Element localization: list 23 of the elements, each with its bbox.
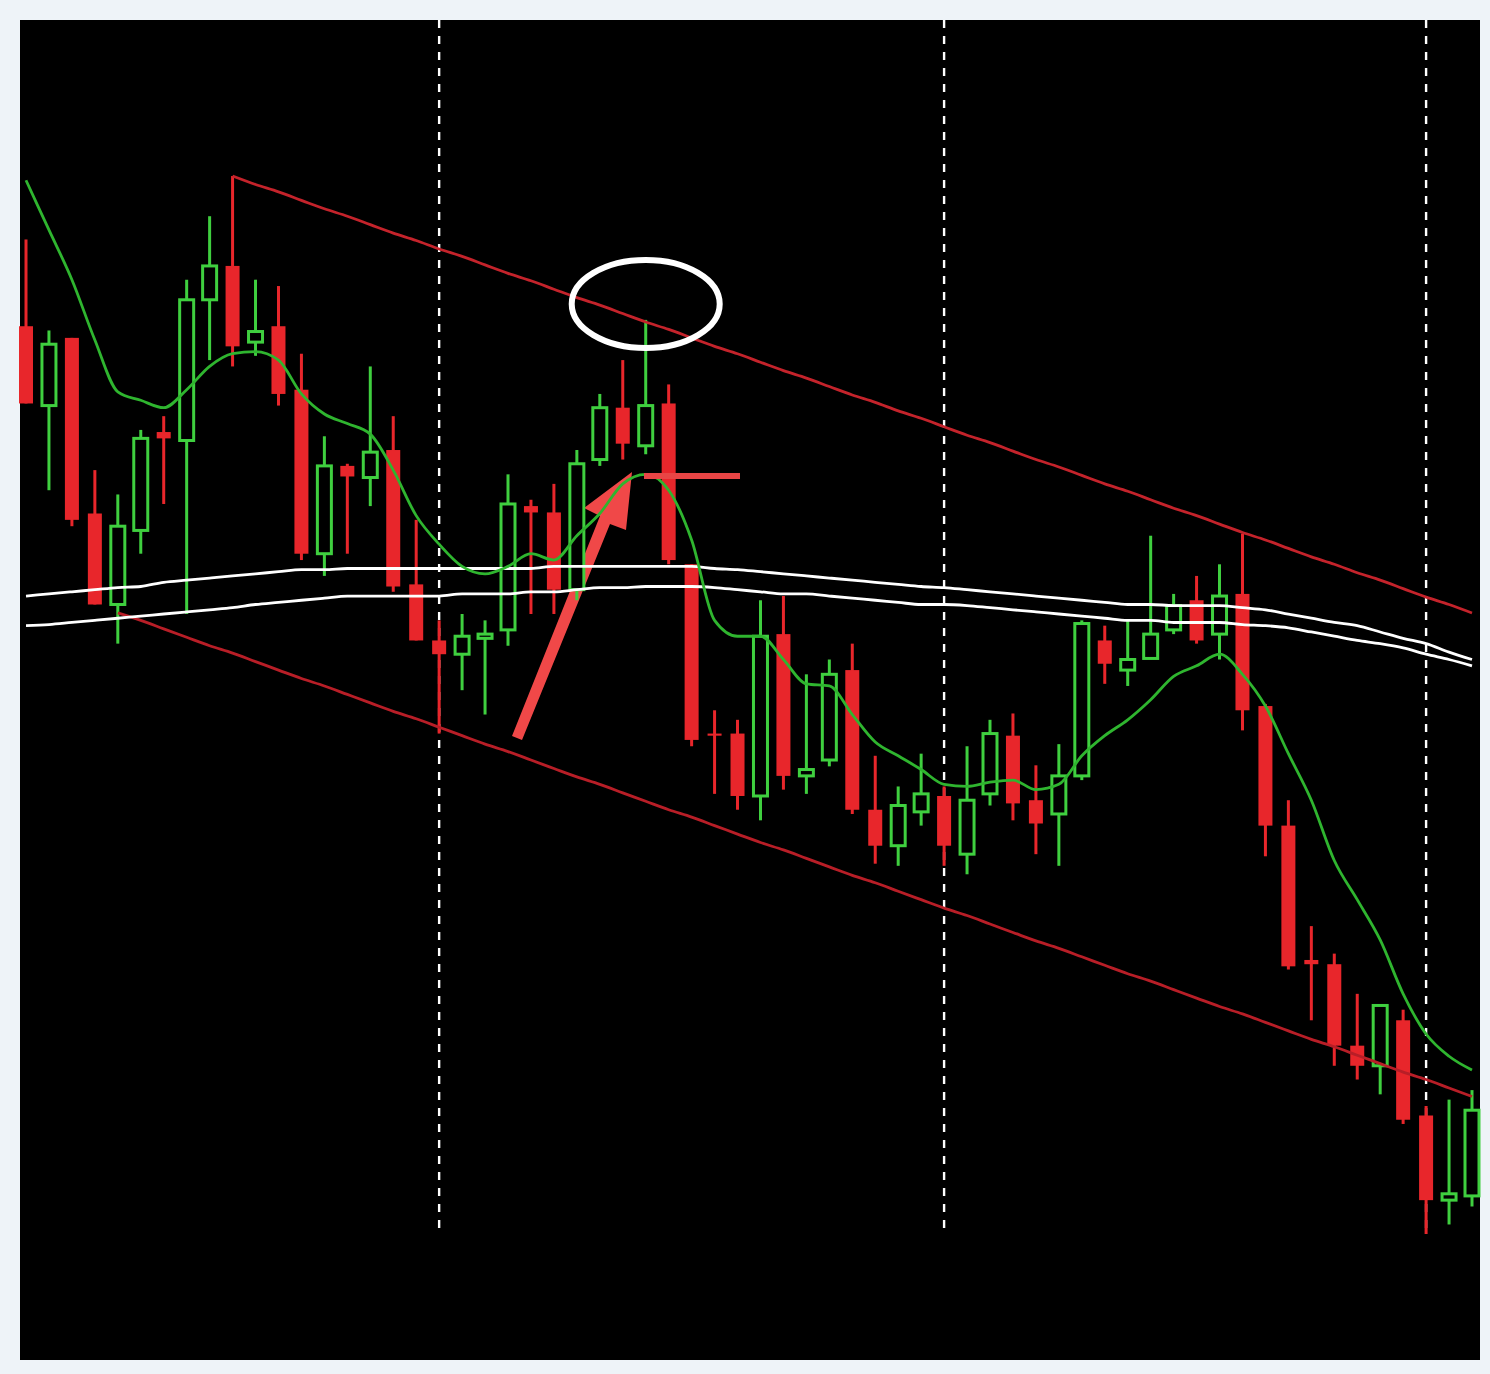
candlestick (1440, 1098, 1458, 1226)
candlestick (201, 214, 219, 362)
candlestick (340, 462, 355, 556)
candlestick (1119, 618, 1137, 688)
candlestick (432, 618, 447, 736)
candlestick (1028, 763, 1043, 856)
candlestick (797, 672, 815, 796)
candlestick (1142, 534, 1160, 660)
candlestick (889, 784, 907, 868)
candlestick (637, 318, 655, 456)
candlestick (1304, 924, 1319, 1022)
candlestick (361, 364, 379, 508)
candlestick (707, 708, 722, 796)
candlestick (523, 498, 538, 616)
candlestick (247, 278, 265, 358)
candlestick (615, 358, 630, 462)
candlestick (868, 754, 883, 866)
candlestick (1097, 624, 1112, 686)
candlestick (156, 414, 171, 506)
candlestick (912, 752, 930, 828)
candlestick (1050, 742, 1068, 868)
candlestick (453, 612, 471, 692)
candlestick (476, 618, 494, 717)
